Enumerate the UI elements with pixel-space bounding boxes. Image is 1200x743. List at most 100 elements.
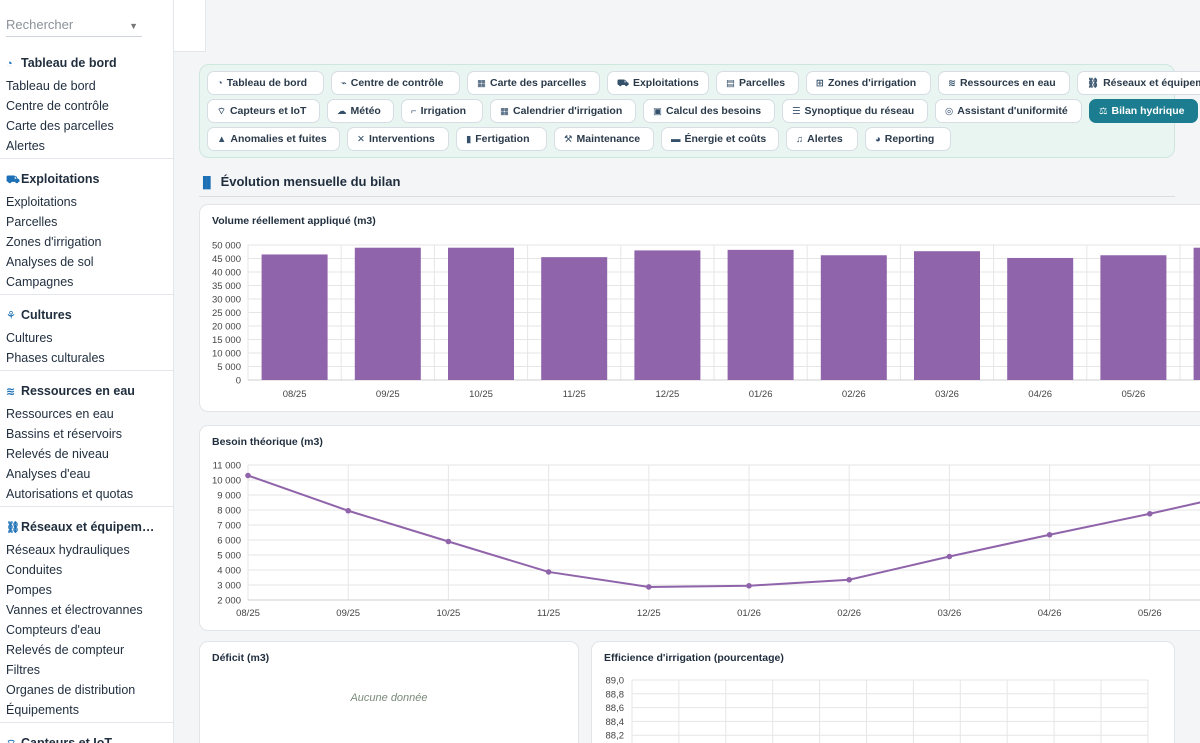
nav-pill-label: Réseaux et équipements	[1103, 77, 1200, 89]
sidebar-group-header[interactable]: ⚘ Cultures	[6, 308, 72, 322]
data-point	[1147, 510, 1153, 517]
nav-pill[interactable]: ▣ Calcul des besoins	[643, 99, 775, 123]
nav-pill[interactable]: ⛓Réseaux et équipements	[1077, 71, 1200, 95]
sidebar-item[interactable]: Relevés de niveau	[6, 447, 109, 461]
sidebar-item[interactable]: Autorisations et quotas	[6, 487, 134, 501]
nav-pill[interactable]: ⚖ Bilan hydrique	[1089, 99, 1198, 123]
nav-pill-label: Bilan hydrique	[1111, 105, 1185, 117]
sidebar-item[interactable]: Cultures	[6, 331, 53, 345]
sidebar-item[interactable]: Pompes	[6, 583, 52, 597]
nav-pill[interactable]: ✕ Interventions	[347, 127, 449, 151]
sidebar-item[interactable]: Carte des parcelles	[6, 119, 114, 133]
x-tick-label: 04/26	[1038, 608, 1062, 619]
chart-card-deficit: Déficit (m3) Aucune donnée	[199, 641, 579, 743]
y-tick-label: 25 000	[212, 308, 241, 319]
sidebar-group-title: Cultures	[21, 308, 72, 322]
nav-pill[interactable]: ⌁ Centre de contrôle	[331, 71, 460, 95]
nav-pill[interactable]: ⛟ Exploitations	[607, 71, 709, 95]
data-point	[746, 582, 752, 589]
sidebar-item[interactable]: Exploitations	[6, 195, 77, 209]
sidebar-group-header[interactable]: ⛓Réseaux et équipem…	[6, 520, 154, 534]
sidebar-item[interactable]: Compteurs d'eau	[6, 623, 101, 637]
sidebar-item[interactable]: Analyses d'eau	[6, 467, 91, 481]
nav-pill[interactable]: ⚒ Maintenance	[554, 127, 654, 151]
sidebar-divider	[0, 722, 173, 723]
sidebar-group-header[interactable]: ◔ Tableau de bord	[6, 56, 117, 70]
data-point	[1046, 531, 1053, 538]
sidebar-item[interactable]: Centre de contrôle	[6, 99, 109, 113]
sidebar-item[interactable]: Relevés de compteur	[6, 643, 125, 657]
sensor-icon: ⌔	[6, 737, 20, 743]
y-tick-label: 7 000	[217, 521, 241, 532]
x-tick-label: 04/26	[1028, 389, 1052, 400]
sidebar-divider	[0, 158, 173, 159]
sidebar-group-header[interactable]: ⌔Capteurs et IoT	[6, 736, 112, 743]
sidebar-item[interactable]: Équipements	[6, 703, 79, 717]
nav-pill[interactable]: ⌐ Irrigation	[401, 99, 483, 123]
nav-pill[interactable]: ≋ Ressources en eau	[938, 71, 1070, 95]
nav-pill[interactable]: ♫ Alertes	[786, 127, 858, 151]
x-tick-label: 05/26	[1138, 608, 1162, 619]
x-tick-label: 01/26	[749, 389, 773, 400]
nav-pill[interactable]: ☁ Météo	[327, 99, 394, 123]
tractor-icon: ⛟	[6, 174, 20, 186]
nav-pill[interactable]: ◎ Assistant d'uniformité	[935, 99, 1082, 123]
sidebar-item[interactable]: Tableau de bord	[6, 79, 96, 93]
sidebar-item[interactable]: Bassins et réservoirs	[6, 427, 123, 441]
sidebar-item[interactable]: Filtres	[6, 663, 41, 677]
nav-pill[interactable]: ☰ Synoptique du réseau	[782, 99, 928, 123]
sidebar-item[interactable]: Vannes et électrovannes	[6, 603, 143, 617]
sidebar-divider	[0, 294, 173, 295]
sidebar-item[interactable]: Campagnes	[6, 275, 74, 289]
faucet-icon: ⌐	[411, 106, 417, 117]
y-tick-label: 0	[236, 376, 241, 387]
nav-pill[interactable]: ⌔ Capteurs et IoT	[207, 99, 320, 123]
y-tick-label: 88,6	[606, 703, 625, 714]
chart-icon: ▐▌	[199, 177, 215, 189]
sidebar-item[interactable]: Parcelles	[6, 215, 58, 229]
x-tick-label: 11/25	[537, 608, 560, 619]
pie-icon: ◕	[875, 134, 881, 145]
section-title-text: Évolution mensuelle du bilan	[220, 174, 401, 189]
sidebar-group-title: Capteurs et IoT	[21, 736, 112, 743]
nav-pill[interactable]: ▮ Fertigation	[456, 127, 547, 151]
sidebar-item[interactable]: Alertes	[6, 139, 45, 153]
nav-pill-label: Parcelles	[738, 77, 786, 89]
x-tick-label: 01/26	[737, 608, 761, 619]
sidebar-item[interactable]: Analyses de sol	[6, 255, 94, 269]
y-tick-label: 9 000	[217, 491, 241, 502]
grid	[247, 464, 1200, 601]
sidebar-group-title: Réseaux et équipem…	[21, 520, 155, 534]
bar	[541, 257, 608, 380]
bar	[1007, 257, 1074, 380]
x-tick-label: 05/26	[1122, 389, 1146, 400]
nav-pill[interactable]: ▤ Parcelles	[716, 71, 799, 95]
sidebar-group-header[interactable]: ≋ Ressources en eau	[6, 384, 135, 398]
nav-pill-label: Synoptique du réseau	[804, 105, 915, 117]
sidebar-item[interactable]: Phases culturales	[6, 351, 105, 365]
nav-pill[interactable]: ▦ Carte des parcelles	[467, 71, 600, 95]
sidebar-item[interactable]: Conduites	[6, 563, 63, 577]
nav-pill[interactable]: ⊞ Zones d'irrigation	[806, 71, 931, 95]
nav-pill[interactable]: ◔ Tableau de bord	[207, 71, 324, 95]
nav-pill[interactable]: ▦ Calendrier d'irrigation	[490, 99, 636, 123]
sitemap-icon: ⊞	[816, 78, 824, 89]
sidebar-item[interactable]: Organes de distribution	[6, 683, 136, 697]
x-tick-label: 11/25	[563, 389, 586, 400]
nav-pill[interactable]: ▲ Anomalies et fuites	[207, 127, 340, 151]
y-tick-label: 10 000	[212, 349, 241, 360]
nav-pill-label: Capteurs et IoT	[229, 105, 307, 117]
chart-title: Volume réellement appliqué (m3)	[212, 215, 376, 227]
nav-pill-label: Interventions	[368, 133, 435, 145]
sidebar-item[interactable]: Réseaux hydrauliques	[6, 543, 130, 557]
chevron-down-icon[interactable]: ▼	[129, 21, 138, 31]
nav-pill[interactable]: ▬ Énergie et coûts	[661, 127, 779, 151]
gauge-icon: ◔	[217, 78, 223, 89]
sidebar-item[interactable]: Zones d'irrigation	[6, 235, 102, 249]
nav-pill[interactable]: ◕ Reporting	[865, 127, 951, 151]
sidebar-item[interactable]: Ressources en eau	[6, 407, 114, 421]
bell-icon: ♫	[796, 134, 804, 145]
nav-pill-label: Exploitations	[632, 77, 699, 89]
sidebar-group-header[interactable]: ⛟Exploitations	[6, 172, 99, 188]
search-select[interactable]: Rechercher ▼	[6, 17, 142, 37]
